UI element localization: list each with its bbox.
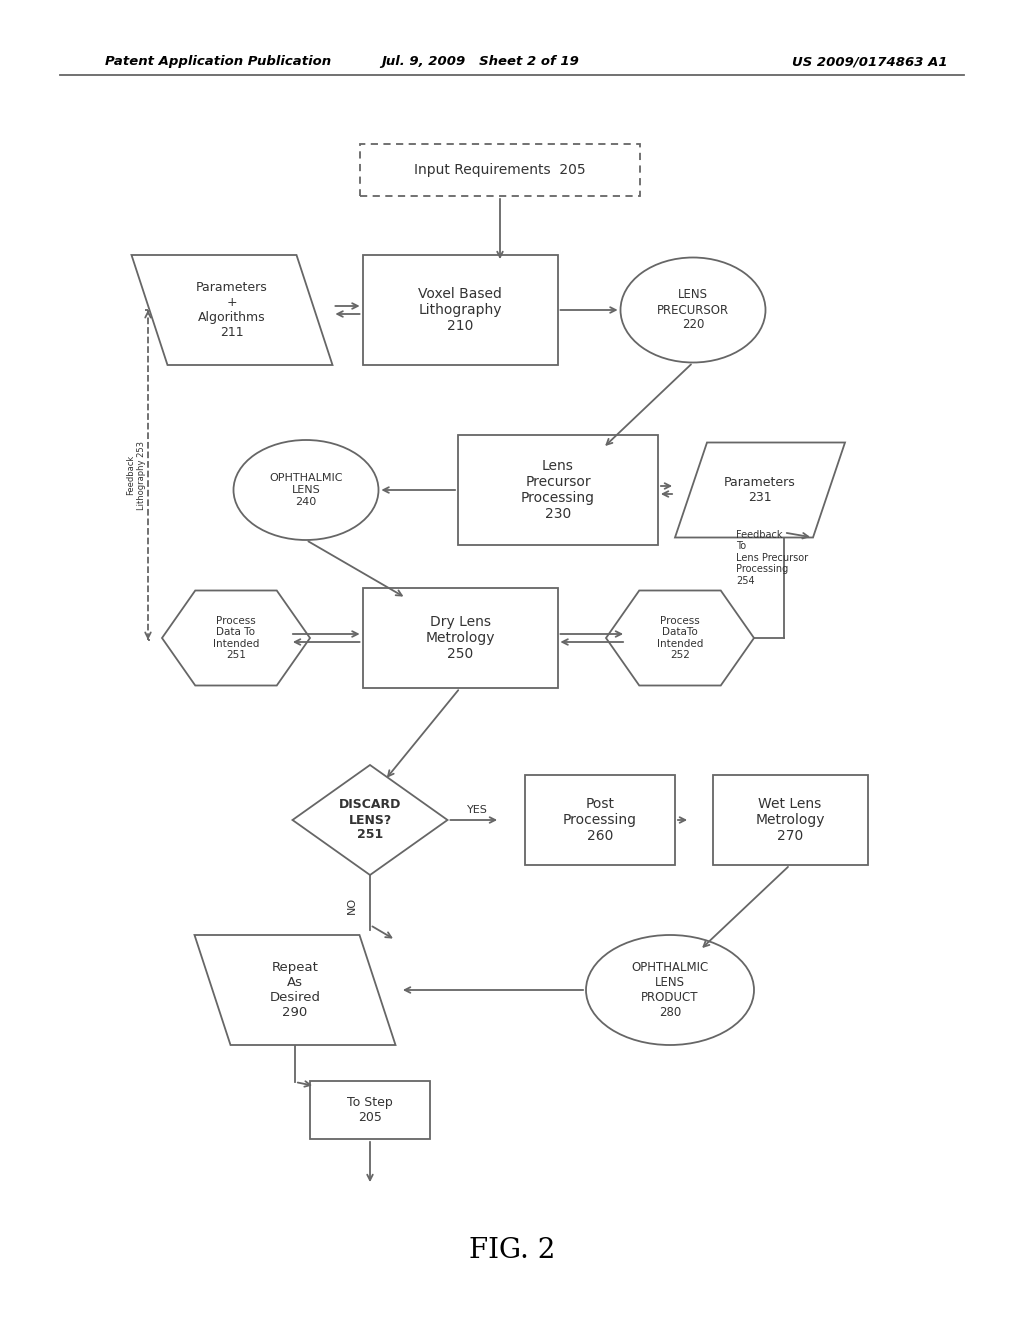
Polygon shape (606, 590, 754, 685)
Text: YES: YES (467, 805, 488, 814)
Ellipse shape (233, 440, 379, 540)
Text: Process
Data To
Intended
251: Process Data To Intended 251 (213, 615, 259, 660)
Text: Repeat
As
Desired
290: Repeat As Desired 290 (269, 961, 321, 1019)
Ellipse shape (621, 257, 766, 363)
Bar (525, 775, 675, 865)
Text: To Step
205: To Step 205 (347, 1096, 393, 1125)
Text: Patent Application Publication: Patent Application Publication (105, 55, 331, 69)
Text: FIG. 2: FIG. 2 (469, 1237, 555, 1263)
Text: LENS
PRECURSOR
220: LENS PRECURSOR 220 (657, 289, 729, 331)
Text: Post
Processing
260: Post Processing 260 (563, 797, 637, 843)
Bar (713, 775, 867, 865)
Polygon shape (293, 766, 447, 875)
Text: DISCARD
LENS?
251: DISCARD LENS? 251 (339, 799, 401, 842)
Polygon shape (195, 935, 395, 1045)
Text: NO: NO (347, 896, 357, 913)
Bar (310, 1081, 430, 1139)
Bar (458, 436, 658, 545)
Text: OPHTHALMIC
LENS
PRODUCT
280: OPHTHALMIC LENS PRODUCT 280 (632, 961, 709, 1019)
Polygon shape (131, 255, 333, 366)
Text: Input Requirements  205: Input Requirements 205 (414, 162, 586, 177)
Ellipse shape (586, 935, 754, 1045)
Text: Wet Lens
Metrology
270: Wet Lens Metrology 270 (756, 797, 824, 843)
Polygon shape (162, 590, 310, 685)
Text: Parameters
231: Parameters 231 (724, 477, 796, 504)
Text: Voxel Based
Lithography
210: Voxel Based Lithography 210 (418, 286, 502, 333)
Text: US 2009/0174863 A1: US 2009/0174863 A1 (793, 55, 948, 69)
Text: Feedback
Lithography 253: Feedback Lithography 253 (126, 441, 145, 510)
Text: Feedback
To
Lens Precursor
Processing
254: Feedback To Lens Precursor Processing 25… (736, 529, 808, 586)
Text: Jul. 9, 2009   Sheet 2 of 19: Jul. 9, 2009 Sheet 2 of 19 (381, 55, 579, 69)
Text: Dry Lens
Metrology
250: Dry Lens Metrology 250 (425, 615, 495, 661)
Polygon shape (675, 442, 845, 537)
Bar (360, 144, 640, 195)
Text: Process
DataTo
Intended
252: Process DataTo Intended 252 (656, 615, 703, 660)
Text: Parameters
+
Algorithms
211: Parameters + Algorithms 211 (197, 281, 268, 339)
Bar (362, 587, 557, 688)
Text: OPHTHALMIC
LENS
240: OPHTHALMIC LENS 240 (269, 474, 343, 507)
Bar (362, 255, 557, 366)
Text: Lens
Precursor
Processing
230: Lens Precursor Processing 230 (521, 459, 595, 521)
